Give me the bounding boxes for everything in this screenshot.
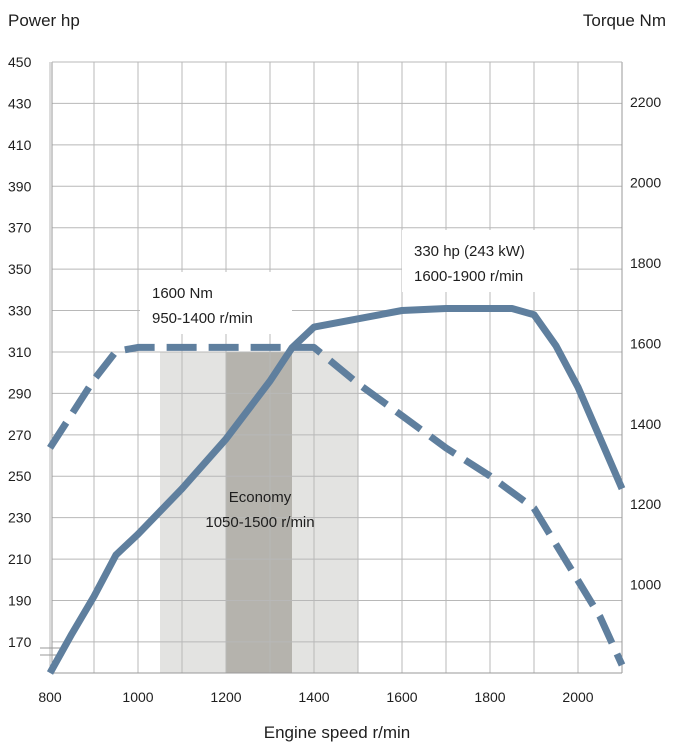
y-right-tick-label: 2000	[630, 175, 661, 191]
rpm-bands	[160, 351, 358, 673]
economy-label: Economy	[229, 489, 292, 506]
series	[46, 305, 626, 675]
x-tick-label: 1800	[474, 689, 505, 705]
x-tick-label: 1400	[298, 689, 329, 705]
y-left-tick-label: 330	[8, 303, 32, 319]
x-tick-label: 1200	[210, 689, 241, 705]
y-right-tick-label: 1400	[630, 416, 661, 432]
torque-annotation: 1600 Nm 950-1400 r/min	[140, 272, 292, 334]
power-annotation-line1: 330 hp (243 kW)	[414, 243, 525, 260]
x-tick-label: 2000	[562, 689, 593, 705]
x-tick-label: 800	[38, 689, 62, 705]
y-right-tick-label: 2200	[630, 94, 661, 110]
torque-annotation-line1: 1600 Nm	[152, 285, 213, 302]
y-left-tick-label: 290	[8, 385, 32, 401]
grid	[40, 61, 623, 674]
y-left-tick-label: 190	[8, 593, 32, 609]
y-right-tick-label: 1800	[630, 255, 661, 271]
x-tick-label: 1600	[386, 689, 417, 705]
y-left-tick-label: 410	[8, 137, 32, 153]
tick-labels: 800 1000 1200 1400 1600 1800 2000 450 430 410 390 3…	[8, 54, 661, 705]
power-annotation: 330 hp (243 kW) 1600-1900 r/min	[402, 230, 570, 292]
torque-annotation-bg	[140, 272, 292, 334]
x-tick-label: 1000	[122, 689, 153, 705]
torque-annotation-line2: 950-1400 r/min	[152, 310, 253, 327]
y-left-tick-label: 450	[8, 54, 32, 70]
y-left-tick-label: 230	[8, 510, 32, 526]
y-left-tick-label: 310	[8, 344, 32, 360]
y-right-tick-label: 1200	[630, 496, 661, 512]
power-annotation-line2: 1600-1900 r/min	[414, 268, 523, 285]
y-left-axis-title: Power hp	[8, 11, 80, 30]
y-left-tick-label: 270	[8, 427, 32, 443]
economy-range-label: 1050-1500 r/min	[205, 514, 314, 531]
y-right-tick-label: 1000	[630, 577, 661, 593]
y-left-tick-label: 170	[8, 634, 32, 650]
y-left-tick-label: 390	[8, 178, 32, 194]
core-band	[226, 351, 292, 673]
y-left-tick-label: 430	[8, 95, 32, 111]
y-left-tick-label: 350	[8, 261, 32, 277]
power-curve	[46, 305, 626, 675]
y-right-tick-label: 1600	[630, 335, 661, 351]
economy-annotation: Economy 1050-1500 r/min	[205, 489, 314, 531]
y-left-tick-label: 210	[8, 551, 32, 567]
torque-curve	[47, 343, 626, 667]
x-axis-title: Engine speed r/min	[264, 723, 410, 742]
power-annotation-bg	[402, 230, 570, 292]
y-right-axis-title: Torque Nm	[583, 11, 666, 30]
y-left-tick-label: 250	[8, 468, 32, 484]
y-left-tick-label: 370	[8, 220, 32, 236]
